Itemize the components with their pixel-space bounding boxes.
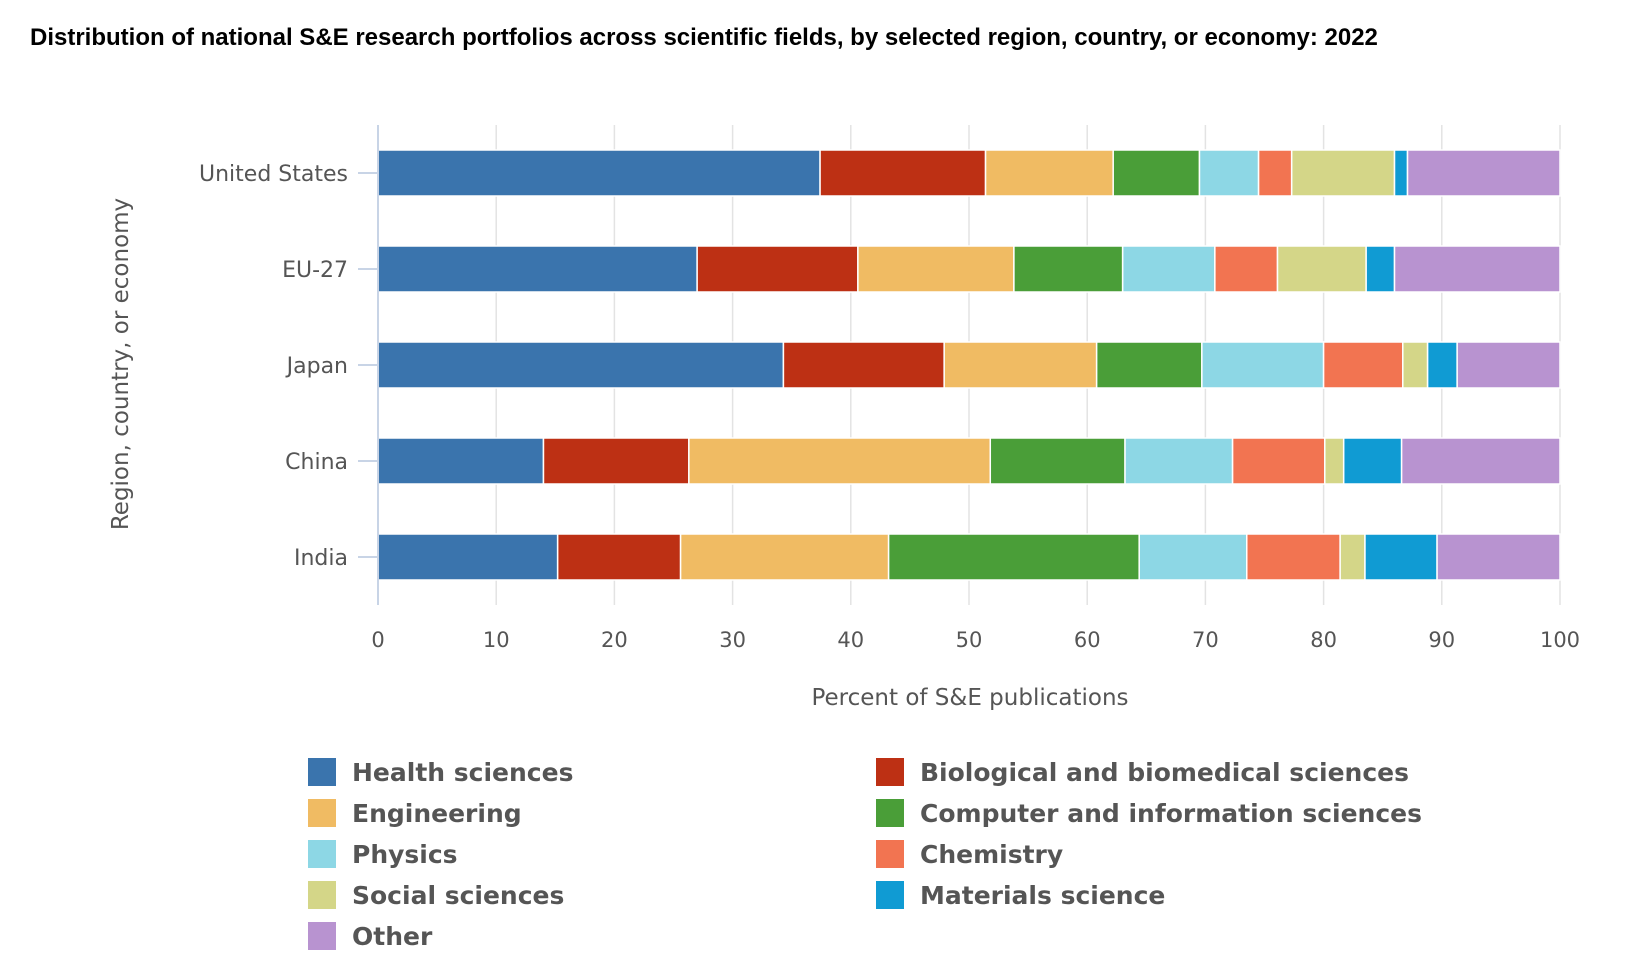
bar-segment[interactable] [819, 149, 987, 197]
x-tick-label: 0 [371, 628, 384, 652]
bar-segment[interactable] [1426, 341, 1458, 389]
legend-label: Other [352, 921, 433, 951]
legend: Health sciences Biological and biomedical… [308, 757, 1448, 951]
legend-swatch [876, 881, 904, 909]
legend-label: Chemistry [920, 839, 1064, 869]
bar-segment[interactable] [943, 341, 1098, 389]
x-tick-label: 80 [1310, 628, 1337, 652]
bar-segment[interactable] [1364, 533, 1438, 581]
x-tick-label: 40 [837, 628, 864, 652]
legend-item[interactable]: Social sciences [308, 880, 876, 910]
bar-segment[interactable] [1214, 245, 1279, 293]
category-label: China [285, 450, 348, 475]
x-tick-label: 90 [1428, 628, 1455, 652]
bar-segment[interactable] [679, 533, 890, 581]
bar-segment[interactable] [1324, 437, 1345, 485]
bar-segment[interactable] [1198, 149, 1260, 197]
x-tick-label: 50 [956, 628, 983, 652]
bar-segment[interactable] [1393, 149, 1409, 197]
legend-item[interactable]: Computer and information sciences [876, 798, 1444, 828]
bar-segment[interactable] [887, 533, 1140, 581]
axes [358, 125, 379, 605]
legend-swatch [308, 881, 336, 909]
bar-segment[interactable] [688, 437, 992, 485]
bar-segment[interactable] [1246, 533, 1341, 581]
legend-label: Engineering [352, 798, 522, 828]
legend-item[interactable]: Chemistry [876, 839, 1444, 869]
bar-segment[interactable] [556, 533, 682, 581]
chart-title: Distribution of national S&E research po… [30, 24, 1378, 51]
bar-segment[interactable] [377, 245, 698, 293]
legend-swatch [308, 922, 336, 950]
legend-swatch [308, 799, 336, 827]
legend-swatch [308, 758, 336, 786]
legend-item[interactable]: Materials science [876, 880, 1444, 910]
bar-segment[interactable] [1257, 149, 1293, 197]
axis-labels: 0 10 20 30 40 50 60 70 80 90 100 United States EU-27… [199, 162, 1580, 652]
legend-item[interactable]: Health sciences [308, 757, 876, 787]
bar-segment[interactable] [377, 533, 559, 581]
legend-label: Computer and information sciences [920, 798, 1423, 828]
bar-segment[interactable] [984, 149, 1114, 197]
x-tick-label: 70 [1192, 628, 1219, 652]
legend-swatch [876, 840, 904, 868]
legend-item[interactable]: Engineering [308, 798, 876, 828]
bar-segment[interactable] [1290, 149, 1396, 197]
x-tick-label: 20 [601, 628, 628, 652]
category-label: EU-27 [282, 258, 348, 283]
bar-segment[interactable] [696, 245, 859, 293]
x-tick-label: 10 [483, 628, 510, 652]
bar-segment[interactable] [1339, 533, 1366, 581]
bar-segment[interactable] [1276, 245, 1367, 293]
bar-segment[interactable] [1393, 245, 1561, 293]
y-axis-title: Region, country, or economy [108, 198, 134, 530]
bar-segment[interactable] [377, 149, 821, 197]
bar-segment[interactable] [1124, 437, 1234, 485]
x-axis-title: Percent of S&E publications [811, 685, 1128, 711]
bar-segment[interactable] [1138, 533, 1248, 581]
bar-segment[interactable] [989, 437, 1126, 485]
bar-segment[interactable] [782, 341, 945, 389]
bar-segment[interactable] [1456, 341, 1561, 389]
legend-label: Materials science [920, 880, 1166, 910]
category-label: United States [199, 162, 348, 187]
x-tick-label: 30 [719, 628, 746, 652]
legend-label: Social sciences [352, 880, 565, 910]
bar-segment[interactable] [1013, 245, 1124, 293]
bar-segment[interactable] [1400, 437, 1561, 485]
bar-segment[interactable] [1406, 149, 1561, 197]
legend-item[interactable]: Biological and biomedical sciences [876, 757, 1444, 787]
legend-swatch [308, 840, 336, 868]
legend-label: Health sciences [352, 757, 574, 787]
category-label: India [294, 546, 348, 571]
bar-segment[interactable] [857, 245, 1015, 293]
bar-segment[interactable] [1436, 533, 1561, 581]
bar-segment[interactable] [1365, 245, 1396, 293]
bar-segment[interactable] [377, 341, 785, 389]
legend-label: Biological and biomedical sciences [920, 757, 1409, 787]
bar-segment[interactable] [377, 437, 545, 485]
legend-swatch [876, 758, 904, 786]
bar-segment[interactable] [1231, 437, 1326, 485]
bar-segment[interactable] [1201, 341, 1325, 389]
legend-item[interactable]: Physics [308, 839, 876, 869]
legend-swatch [876, 799, 904, 827]
legend-label: Physics [352, 839, 458, 869]
bar-segment[interactable] [1342, 437, 1403, 485]
bar-segment[interactable] [1112, 149, 1201, 197]
bar-segment[interactable] [1095, 341, 1203, 389]
stacked-bar-chart: 0 10 20 30 40 50 60 70 80 90 100 United States EU-27… [108, 125, 1580, 711]
x-tick-label: 60 [1074, 628, 1101, 652]
bars [377, 149, 1561, 581]
bar-segment[interactable] [542, 437, 690, 485]
x-tick-label: 100 [1540, 628, 1580, 652]
bar-segment[interactable] [1322, 341, 1404, 389]
category-label: Japan [285, 354, 348, 379]
legend-item[interactable]: Other [308, 921, 876, 951]
bar-segment[interactable] [1402, 341, 1429, 389]
bar-segment[interactable] [1121, 245, 1216, 293]
